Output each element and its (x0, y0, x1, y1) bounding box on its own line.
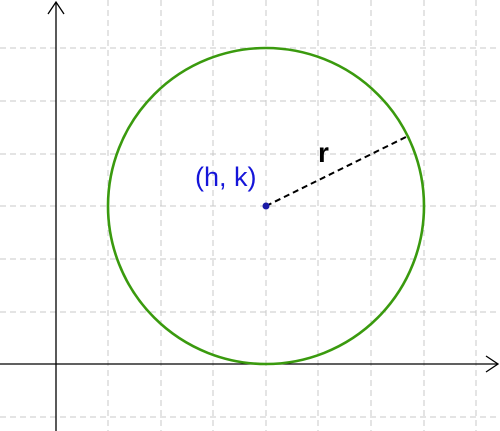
center-label: (h, k) (195, 162, 257, 192)
center-point (263, 203, 270, 210)
radius-line (266, 136, 408, 206)
radius-label: r (318, 137, 329, 168)
